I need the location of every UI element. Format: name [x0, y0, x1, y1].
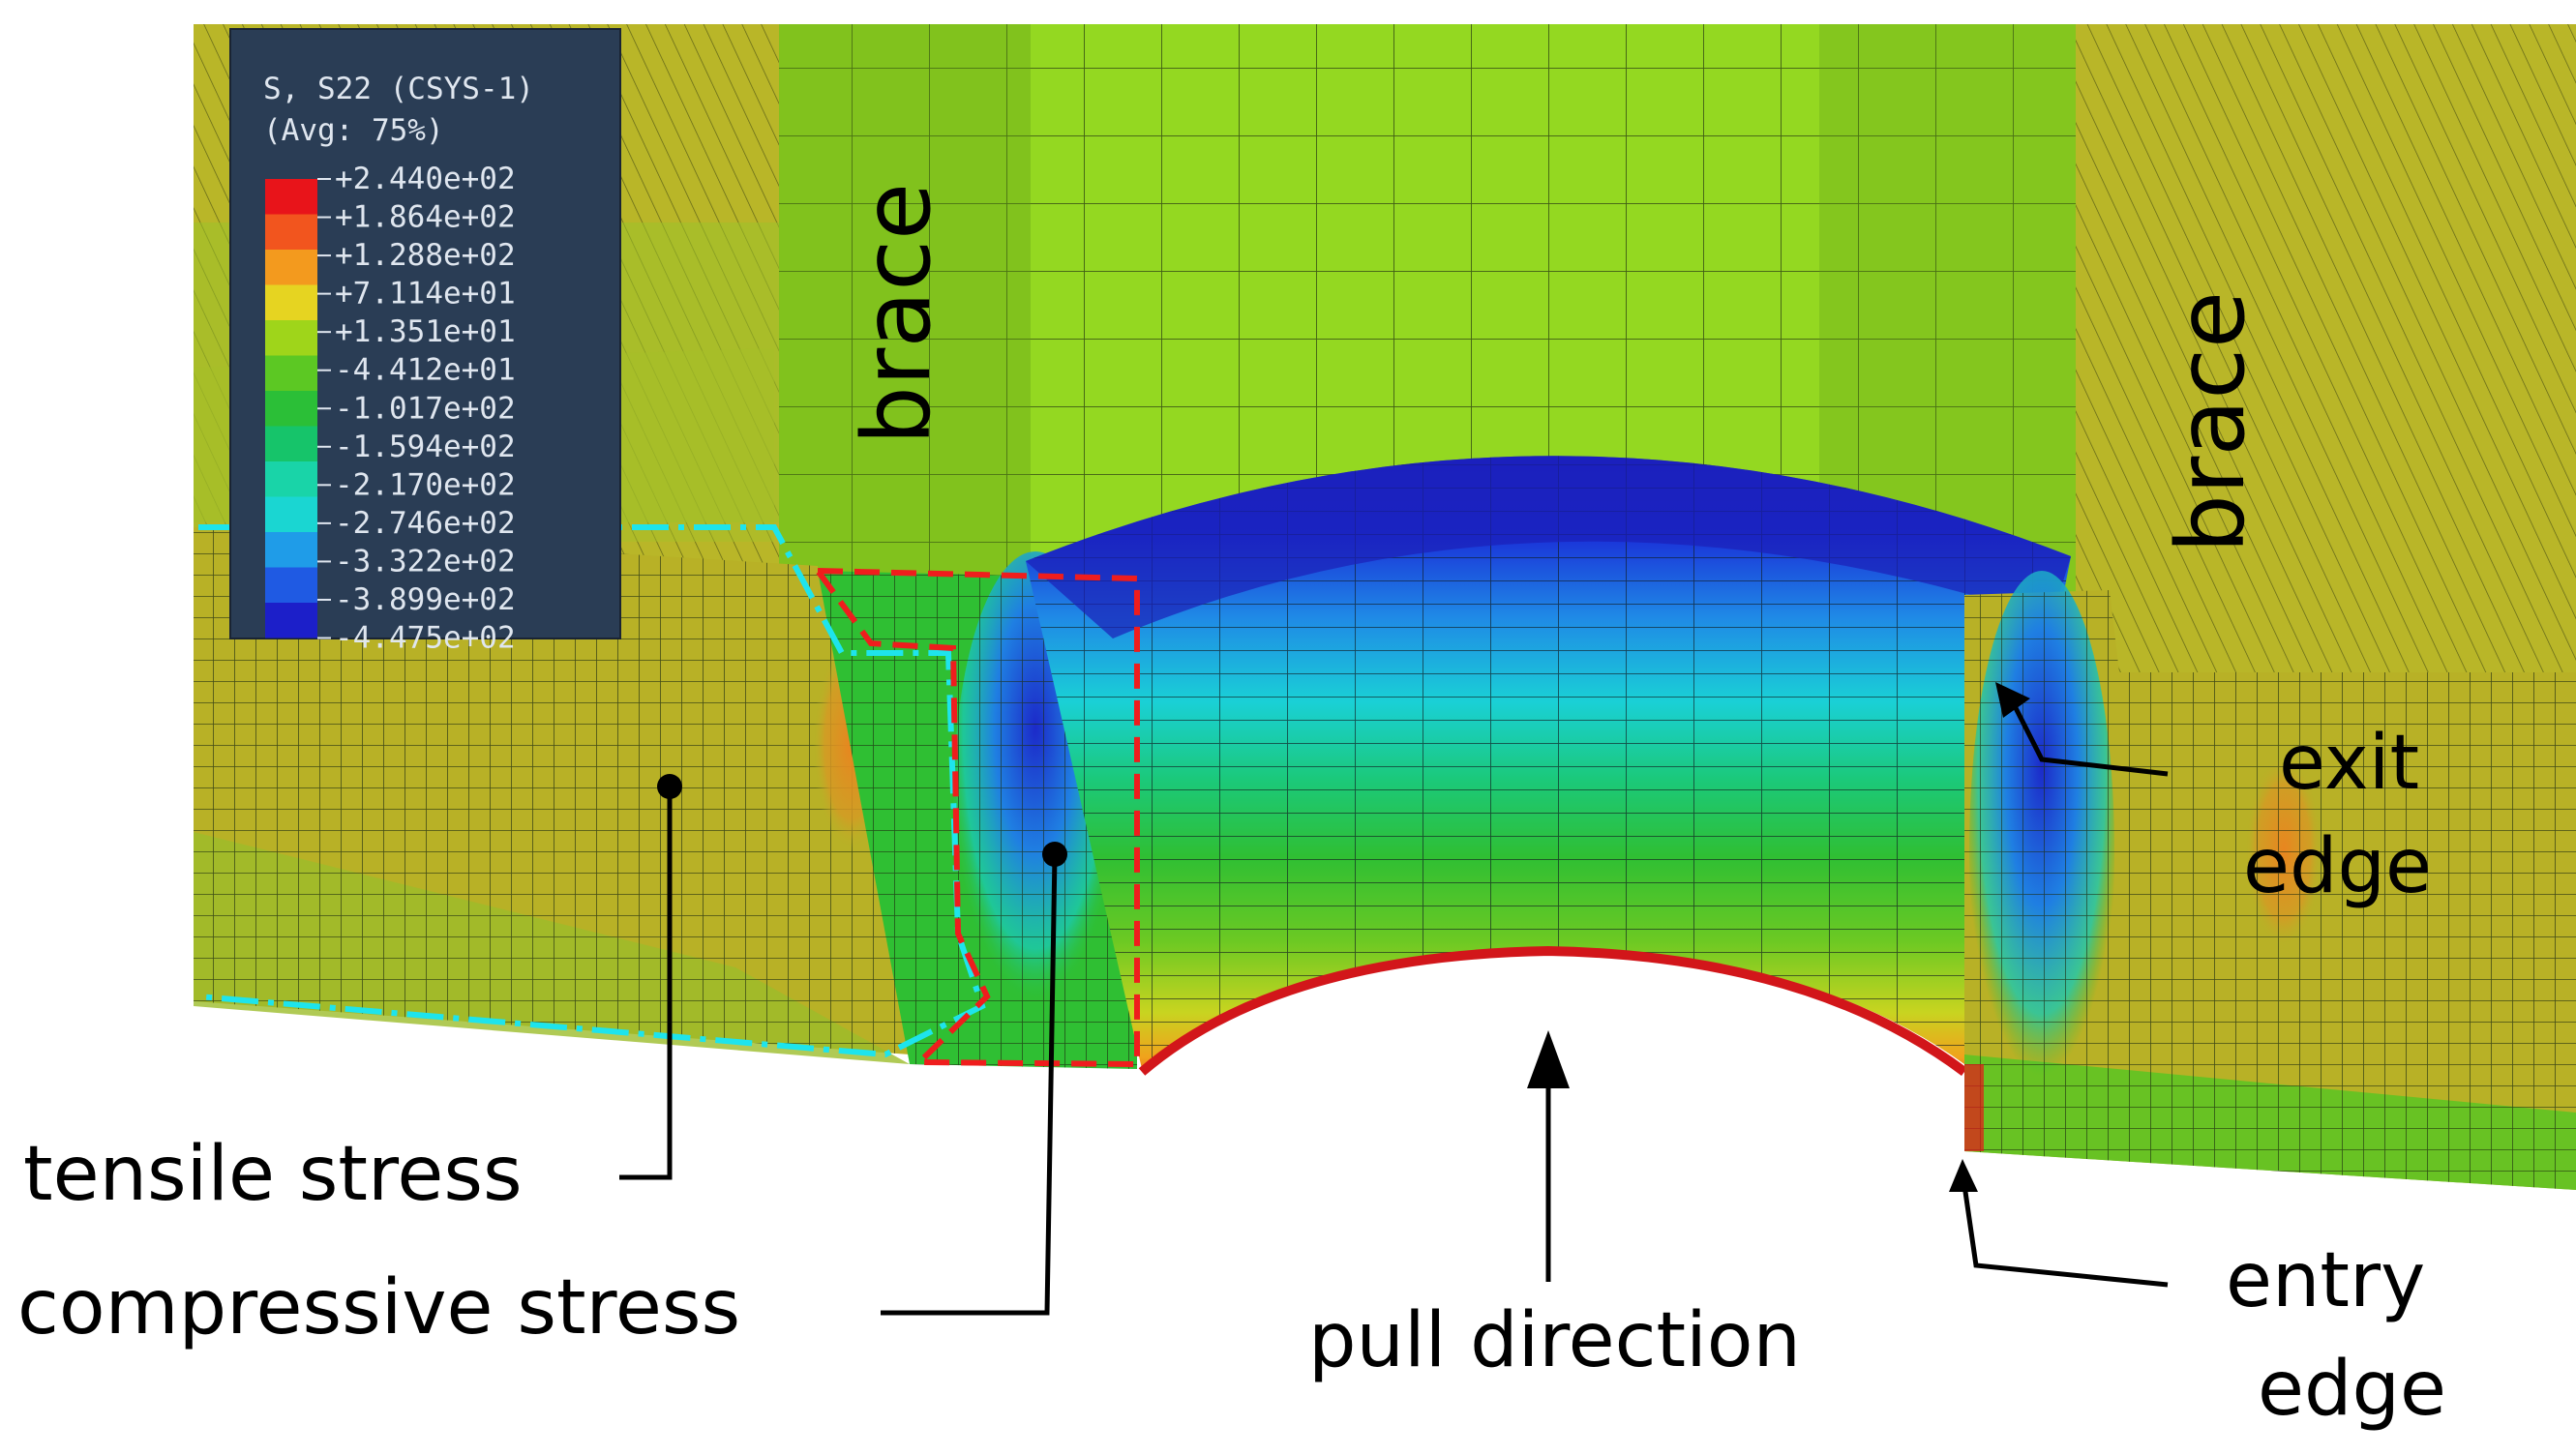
legend-swatch — [265, 532, 317, 568]
compressive-region — [818, 551, 1137, 1069]
legend-value: +1.864e+02 — [335, 200, 516, 235]
pull-direction-arrow — [1527, 1030, 1570, 1282]
right-plate-section — [1964, 571, 2576, 1190]
legend-value: -1.594e+02 — [335, 430, 516, 464]
legend-swatch — [265, 355, 317, 391]
legend-swatch — [265, 426, 317, 461]
legend-swatch — [265, 391, 317, 427]
legend-swatch — [265, 214, 317, 250]
legend-value: -3.899e+02 — [335, 582, 516, 617]
legend-value: +2.440e+02 — [335, 162, 516, 196]
brace-label-right: brace — [2157, 291, 2265, 553]
tensile-stress-label: tensile stress — [23, 1131, 523, 1218]
bore-surface — [1026, 456, 2071, 1451]
legend-swatch — [265, 603, 317, 638]
exit-label-line1: exit — [2279, 720, 2419, 807]
legend-color-bar — [265, 179, 317, 638]
legend-swatch — [265, 284, 317, 320]
exit-edge-arrow — [1995, 682, 2169, 777]
brace-label-left: brace — [843, 183, 951, 445]
left-plate-section — [194, 527, 910, 1064]
legend-swatch — [265, 461, 317, 497]
pull-direction-label: pull direction — [1308, 1297, 1801, 1384]
legend-value: -2.170e+02 — [335, 467, 516, 502]
entry-edge-arrow — [1949, 1159, 2169, 1288]
legend-value: +1.351e+01 — [335, 314, 516, 349]
compressive-stress-label: compressive stress — [17, 1264, 740, 1351]
entry-label-line2: edge — [2258, 1346, 2446, 1433]
compressive-leader — [881, 842, 1067, 1316]
legend-values: +2.440e+02 +1.864e+02+1.288e+02 +7.114e+01… — [317, 162, 516, 656]
legend-value: -4.412e+01 — [335, 353, 516, 388]
exit-label-line2: edge — [2243, 823, 2432, 910]
tensile-leader — [619, 774, 682, 1180]
legend-value: -1.017e+02 — [335, 391, 516, 426]
legend-value: -3.322e+02 — [335, 544, 516, 579]
legend-swatch — [265, 320, 317, 356]
legend-title-2: (Avg: 75%) — [263, 113, 444, 148]
entry-label-line1: entry — [2226, 1237, 2425, 1324]
legend-value: +1.288e+02 — [335, 238, 516, 273]
legend-value: -2.746e+02 — [335, 506, 516, 541]
legend-swatch — [265, 567, 317, 603]
compressive-outline — [815, 568, 1140, 1068]
legend-title-1: S, S22 (CSYS-1) — [263, 72, 534, 106]
stress-legend: S, S22 (CSYS-1) (Avg: 75%) +2.440e+02 +1.… — [229, 28, 621, 656]
legend-swatch — [265, 250, 317, 285]
legend-value: +7.114e+01 — [335, 277, 516, 312]
legend-value: -4.475e+02 — [335, 621, 516, 656]
legend-swatch — [265, 496, 317, 532]
legend-swatch — [265, 179, 317, 215]
